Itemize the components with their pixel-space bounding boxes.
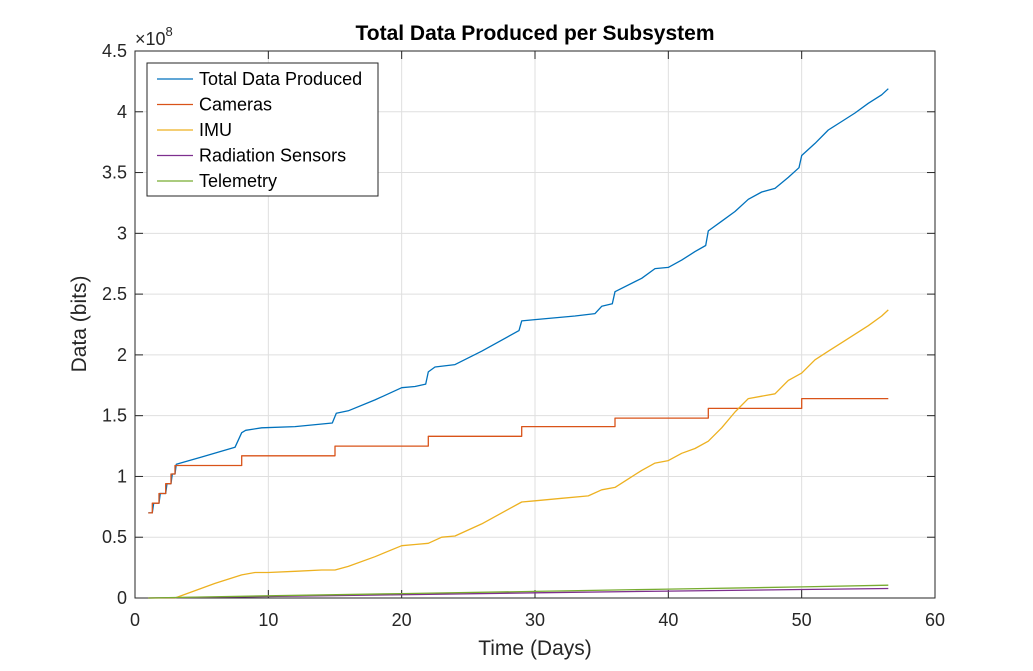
y-axis: 0 0.5 1 1.5 2 2.5 3 3.5 4 4.5 [102,41,935,608]
y-exponent-label: ×108 [135,24,173,49]
series-line-radiation-sensors [148,587,889,599]
y-tick-label: 4.5 [102,41,127,61]
x-axis: 0 10 20 30 40 50 60 [130,51,945,630]
y-tick-label: 2.5 [102,284,127,304]
y-exponent-power: 8 [166,24,173,39]
series-line-telemetry [148,584,889,599]
series-lines [148,88,889,599]
x-tick-label: 10 [258,610,278,630]
x-tick-label: 60 [925,610,945,630]
x-axis-label: Time (Days) [478,637,592,660]
legend-label: IMU [199,120,232,140]
y-tick-label: 1.5 [102,406,127,426]
y-axis-label: Data (bits) [68,276,91,373]
x-tick-label: 30 [525,610,545,630]
chart-title: Total Data Produced per Subsystem [355,22,714,45]
x-tick-label: 0 [130,610,140,630]
x-tick-label: 20 [392,610,412,630]
y-tick-label: 4 [117,102,127,122]
y-tick-label: 2 [117,345,127,365]
legend-label: Cameras [199,95,272,115]
y-tick-label: 3.5 [102,163,127,183]
legend-label: Telemetry [199,171,277,191]
y-tick-label: 0 [117,588,127,608]
x-tick-label: 40 [658,610,678,630]
y-tick-label: 1 [117,466,127,486]
legend: Total Data Produced Cameras IMU Radiation S… [146,62,379,197]
series-line-cameras [148,397,889,514]
x-tick-label: 50 [792,610,812,630]
y-tick-label: 0.5 [102,527,127,547]
legend-label: Total Data Produced [199,69,362,89]
y-exponent-base: ×10 [135,29,166,49]
series-line-imu [148,309,889,599]
legend-label: Radiation Sensors [199,146,346,166]
y-tick-label: 3 [117,223,127,243]
